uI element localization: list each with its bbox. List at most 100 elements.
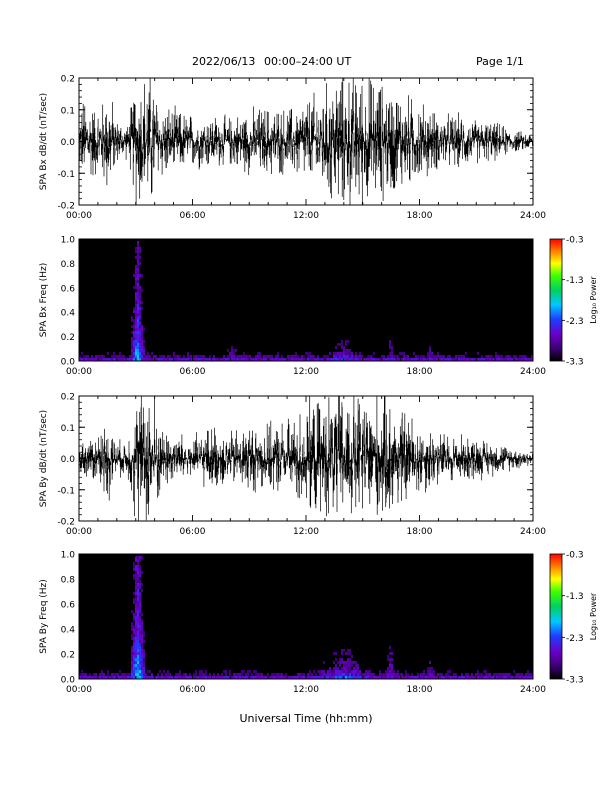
- spectrogram-cell: [251, 676, 253, 679]
- spectrogram-cell: [403, 358, 405, 361]
- spectrogram-cell: [139, 595, 141, 598]
- spectrogram-cell: [403, 676, 405, 679]
- spectrogram-cell: [139, 313, 141, 316]
- spectrogram-cell: [255, 355, 257, 358]
- spectrogram-cell: [345, 673, 347, 676]
- spectrogram-cell: [205, 358, 207, 361]
- spectrogram-cell: [137, 355, 139, 358]
- spectrogram-cell: [217, 358, 219, 361]
- spectrogram-cell: [455, 676, 457, 679]
- spectrogram-cell: [135, 625, 137, 628]
- spectrogram-cell: [139, 673, 141, 676]
- spectrogram-cell: [427, 673, 429, 676]
- spectrogram-cell: [141, 589, 143, 592]
- spectrogram-cell: [299, 673, 301, 676]
- spectrogram-cell: [135, 577, 137, 580]
- spectrogram-cell: [141, 634, 143, 637]
- spectrogram-cell: [211, 676, 213, 679]
- spectrogram-cell: [119, 670, 121, 673]
- spectrogram-cell: [169, 676, 171, 679]
- spectrogram-cell: [345, 670, 347, 673]
- spectrogram-cell: [521, 358, 523, 361]
- spectrogram-cell: [389, 646, 391, 649]
- spectrogram-cell: [483, 670, 485, 673]
- spectrogram-cell: [379, 670, 381, 673]
- spectrogram-cell: [135, 595, 137, 598]
- spectrogram-cell: [137, 574, 139, 577]
- spectrogram-cell: [207, 358, 209, 361]
- spectrogram-cell: [83, 676, 85, 679]
- spectrogram-cell: [439, 355, 441, 358]
- spectrogram-cell: [529, 673, 531, 676]
- spectrogram-cell: [441, 673, 443, 676]
- spectrogram-cell: [341, 673, 343, 676]
- spectrogram-cell: [367, 358, 369, 361]
- spectrogram-cell: [141, 631, 143, 634]
- by-spectrogram-panel: 1.0 0.8 0.6 0.4 0.2 0.000:00 06:00 12:00 18:00 24…: [39, 551, 546, 696]
- colorbar-tick-label: -3.3: [566, 358, 584, 368]
- spectrogram-cell: [139, 571, 141, 574]
- spectrogram-cell: [391, 658, 393, 661]
- spectrogram-cell: [337, 670, 339, 673]
- spectrogram-cell: [139, 331, 141, 334]
- spectrogram-cell: [345, 355, 347, 358]
- spectrogram-cell: [249, 670, 251, 673]
- spectrogram-cell: [133, 337, 135, 340]
- spectrogram-cell: [453, 358, 455, 361]
- spectrogram-cell: [493, 358, 495, 361]
- spectrogram-cell: [263, 355, 265, 358]
- spectrogram-cell: [131, 349, 133, 352]
- spectrogram-cell: [135, 355, 137, 358]
- spectrogram-cell: [147, 355, 149, 358]
- spectrogram-cell: [133, 664, 135, 667]
- spectrogram-cell: [165, 358, 167, 361]
- spectrogram-cell: [509, 673, 511, 676]
- spectrogram-cell: [389, 358, 391, 361]
- spectrogram-cell: [149, 670, 151, 673]
- spectrogram-cell: [519, 355, 521, 358]
- spectrogram-cell: [135, 268, 137, 271]
- spectrogram-cell: [357, 355, 359, 358]
- spectrogram-cell: [315, 676, 317, 679]
- spectrogram-cell: [159, 358, 161, 361]
- spectrogram-cell: [95, 673, 97, 676]
- spectrogram-cell: [351, 355, 353, 358]
- spectrogram-cell: [137, 301, 139, 304]
- spectrogram-cell: [505, 673, 507, 676]
- spectrogram-cell: [139, 649, 141, 652]
- spectrogram-cell: [437, 673, 439, 676]
- spectrogram-cell: [387, 658, 389, 661]
- spectrogram-cell: [371, 676, 373, 679]
- spectrogram-cell: [107, 670, 109, 673]
- spectrogram-cell: [137, 265, 139, 268]
- spectrogram-cell: [433, 670, 435, 673]
- spectrogram-cell: [169, 355, 171, 358]
- spectrogram-cell: [297, 358, 299, 361]
- spectrogram-cell: [133, 631, 135, 634]
- spectrogram-cell: [423, 676, 425, 679]
- spectrogram-cell: [391, 664, 393, 667]
- spectrogram-cell: [233, 358, 235, 361]
- spectrogram-cell: [135, 589, 137, 592]
- spectrogram-cell: [163, 670, 165, 673]
- spectrogram-cell: [329, 352, 331, 355]
- spectrogram-cell: [131, 673, 133, 676]
- spectrogram-cell: [427, 667, 429, 670]
- spectrogram-cell: [385, 676, 387, 679]
- spectrogram-cell: [85, 355, 87, 358]
- spectrogram-cell: [99, 358, 101, 361]
- spectrogram-cell: [379, 673, 381, 676]
- spectrogram-cell: [397, 355, 399, 358]
- timeseries-trace: [79, 396, 533, 521]
- header-time-range: 00:00–24:00 UT: [264, 55, 351, 68]
- spectrogram-cell: [319, 670, 321, 673]
- spectrogram-cell: [347, 652, 349, 655]
- spectrogram-cell: [229, 670, 231, 673]
- spectrogram-cell: [133, 628, 135, 631]
- spectrogram-cell: [375, 676, 377, 679]
- spectrogram-cell: [125, 676, 127, 679]
- spectrogram-cell: [131, 355, 133, 358]
- spectrogram-cell: [327, 670, 329, 673]
- spectrogram-cell: [203, 358, 205, 361]
- spectrogram-cell: [507, 358, 509, 361]
